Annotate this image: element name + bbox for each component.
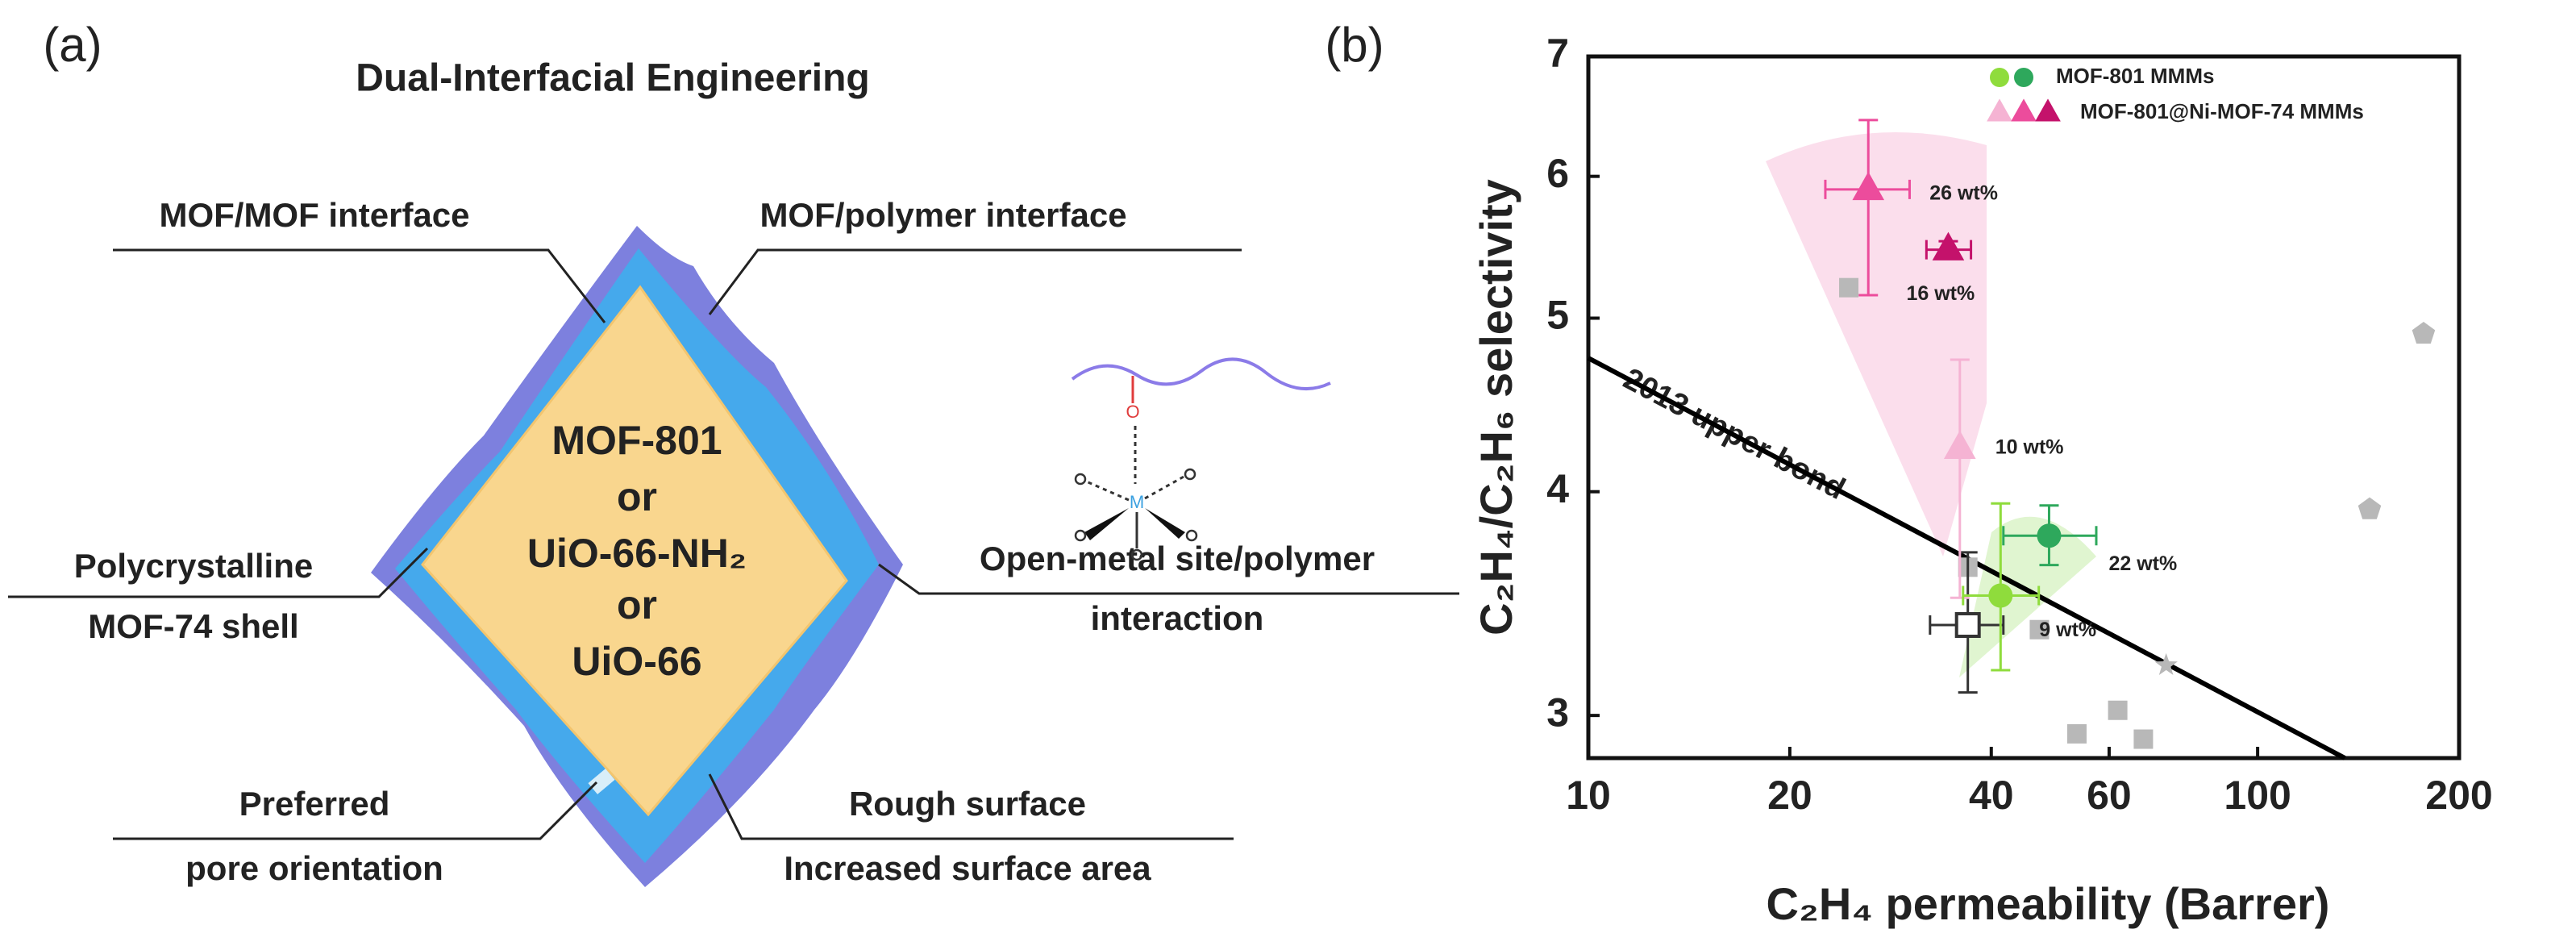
atom: [1184, 468, 1196, 481]
callout-label: Polycrystalline: [74, 547, 313, 585]
marker: [2037, 523, 2062, 548]
x-axis-label: C₂H₄ permeability (Barrer): [1767, 878, 2330, 929]
callout-line: [878, 563, 1459, 595]
point-label: 10 wt%: [1995, 435, 2064, 458]
x-tick-label: 40: [1969, 773, 2014, 818]
marker: [2154, 652, 2178, 676]
atom: [1074, 473, 1087, 486]
marker: [2029, 619, 2050, 640]
molecule-icon: O M: [1071, 357, 1331, 561]
y-tick-label: 4: [1546, 466, 1569, 511]
x-tick-label: 10: [1566, 773, 1611, 818]
panel-a: (a) Dual-Interfacial Engineering MOF-801…: [8, 18, 1459, 887]
marker: [2066, 723, 2087, 744]
y-axis-label: C₂H₄/C₂H₆ selectivity: [1471, 179, 1521, 636]
atom-label: M: [1130, 492, 1144, 512]
bond: [1084, 508, 1129, 540]
polymer-chain: [1071, 357, 1331, 391]
callout-label: Rough surface: [849, 785, 1086, 823]
diagram-title: Dual-Interfacial Engineering: [356, 57, 869, 100]
callout-line: [708, 248, 1242, 315]
marker: [2133, 729, 2154, 749]
legend-marker: [2011, 98, 2037, 122]
core-text: UiO-66: [572, 639, 701, 684]
panel-label: (b): [1325, 18, 1384, 72]
marker: [1943, 430, 1976, 459]
marker: [1954, 611, 1981, 638]
callout-line: [8, 547, 429, 598]
x-tick-label: 60: [2087, 773, 2132, 818]
atom: [1185, 529, 1198, 542]
plot-frame: [1586, 54, 2462, 761]
x-tick-label: 100: [2224, 773, 2291, 818]
callout-label: MOF/polymer interface: [759, 196, 1126, 234]
callout-line: [708, 773, 1234, 840]
y-tick-label: 5: [1546, 293, 1569, 338]
legend-marker: [2014, 68, 2033, 87]
point-label: 16 wt%: [1906, 282, 1975, 305]
marker: [1988, 583, 2013, 608]
legend-marker: [1987, 98, 2012, 122]
panel-label: (a): [43, 18, 102, 72]
bond: [1145, 508, 1185, 539]
marker: [2358, 497, 2382, 519]
y-tick-label: 7: [1546, 31, 1569, 76]
y-tick-label: 6: [1546, 151, 1569, 196]
pore-marker: [588, 769, 615, 794]
legend-marker: [1990, 68, 2009, 87]
core-text: MOF-801: [551, 418, 722, 463]
x-tick-label: 20: [1767, 773, 1812, 818]
trend-region: [1766, 132, 1987, 556]
core-text: or: [617, 474, 657, 519]
core-text: or: [617, 582, 657, 627]
trend-region: [1959, 516, 2096, 677]
callout-label: Open-metal site/polymer: [980, 540, 1375, 577]
callout-label: MOF-74 shell: [88, 607, 298, 645]
x-tick-label: 200: [2425, 773, 2492, 818]
callout-label: pore orientation: [185, 849, 443, 887]
callout-label: Preferred: [239, 785, 390, 823]
callout-label: MOF/MOF interface: [159, 196, 469, 234]
point-label: 26 wt%: [1929, 181, 1998, 204]
legend-label: MOF-801 MMMs: [2056, 64, 2214, 88]
point-label: 22 wt%: [2108, 552, 2177, 575]
y-tick-label: 3: [1546, 690, 1569, 735]
marker: [1852, 171, 1885, 201]
point-label: 9 wt%: [2039, 619, 2096, 641]
callout-line: [113, 248, 606, 323]
atom: [1130, 548, 1143, 561]
bond: [1144, 474, 1186, 500]
core-text: UiO-66-NH₂: [527, 531, 747, 576]
marker: [2412, 321, 2436, 344]
marker: [1839, 277, 1859, 298]
marker: [2108, 700, 2128, 720]
callout-label: Increased surface area: [784, 849, 1151, 887]
callout-label: interaction: [1091, 599, 1264, 637]
legend-marker: [2035, 98, 2061, 122]
mof-core: [421, 285, 848, 817]
bond: [1084, 479, 1130, 502]
callout-line: [113, 781, 598, 840]
atom-label: O: [1126, 402, 1139, 422]
atom: [1074, 529, 1087, 542]
legend-label: MOF-801@Ni-MOF-74 MMMs: [2080, 99, 2364, 123]
marker: [1932, 231, 1965, 260]
